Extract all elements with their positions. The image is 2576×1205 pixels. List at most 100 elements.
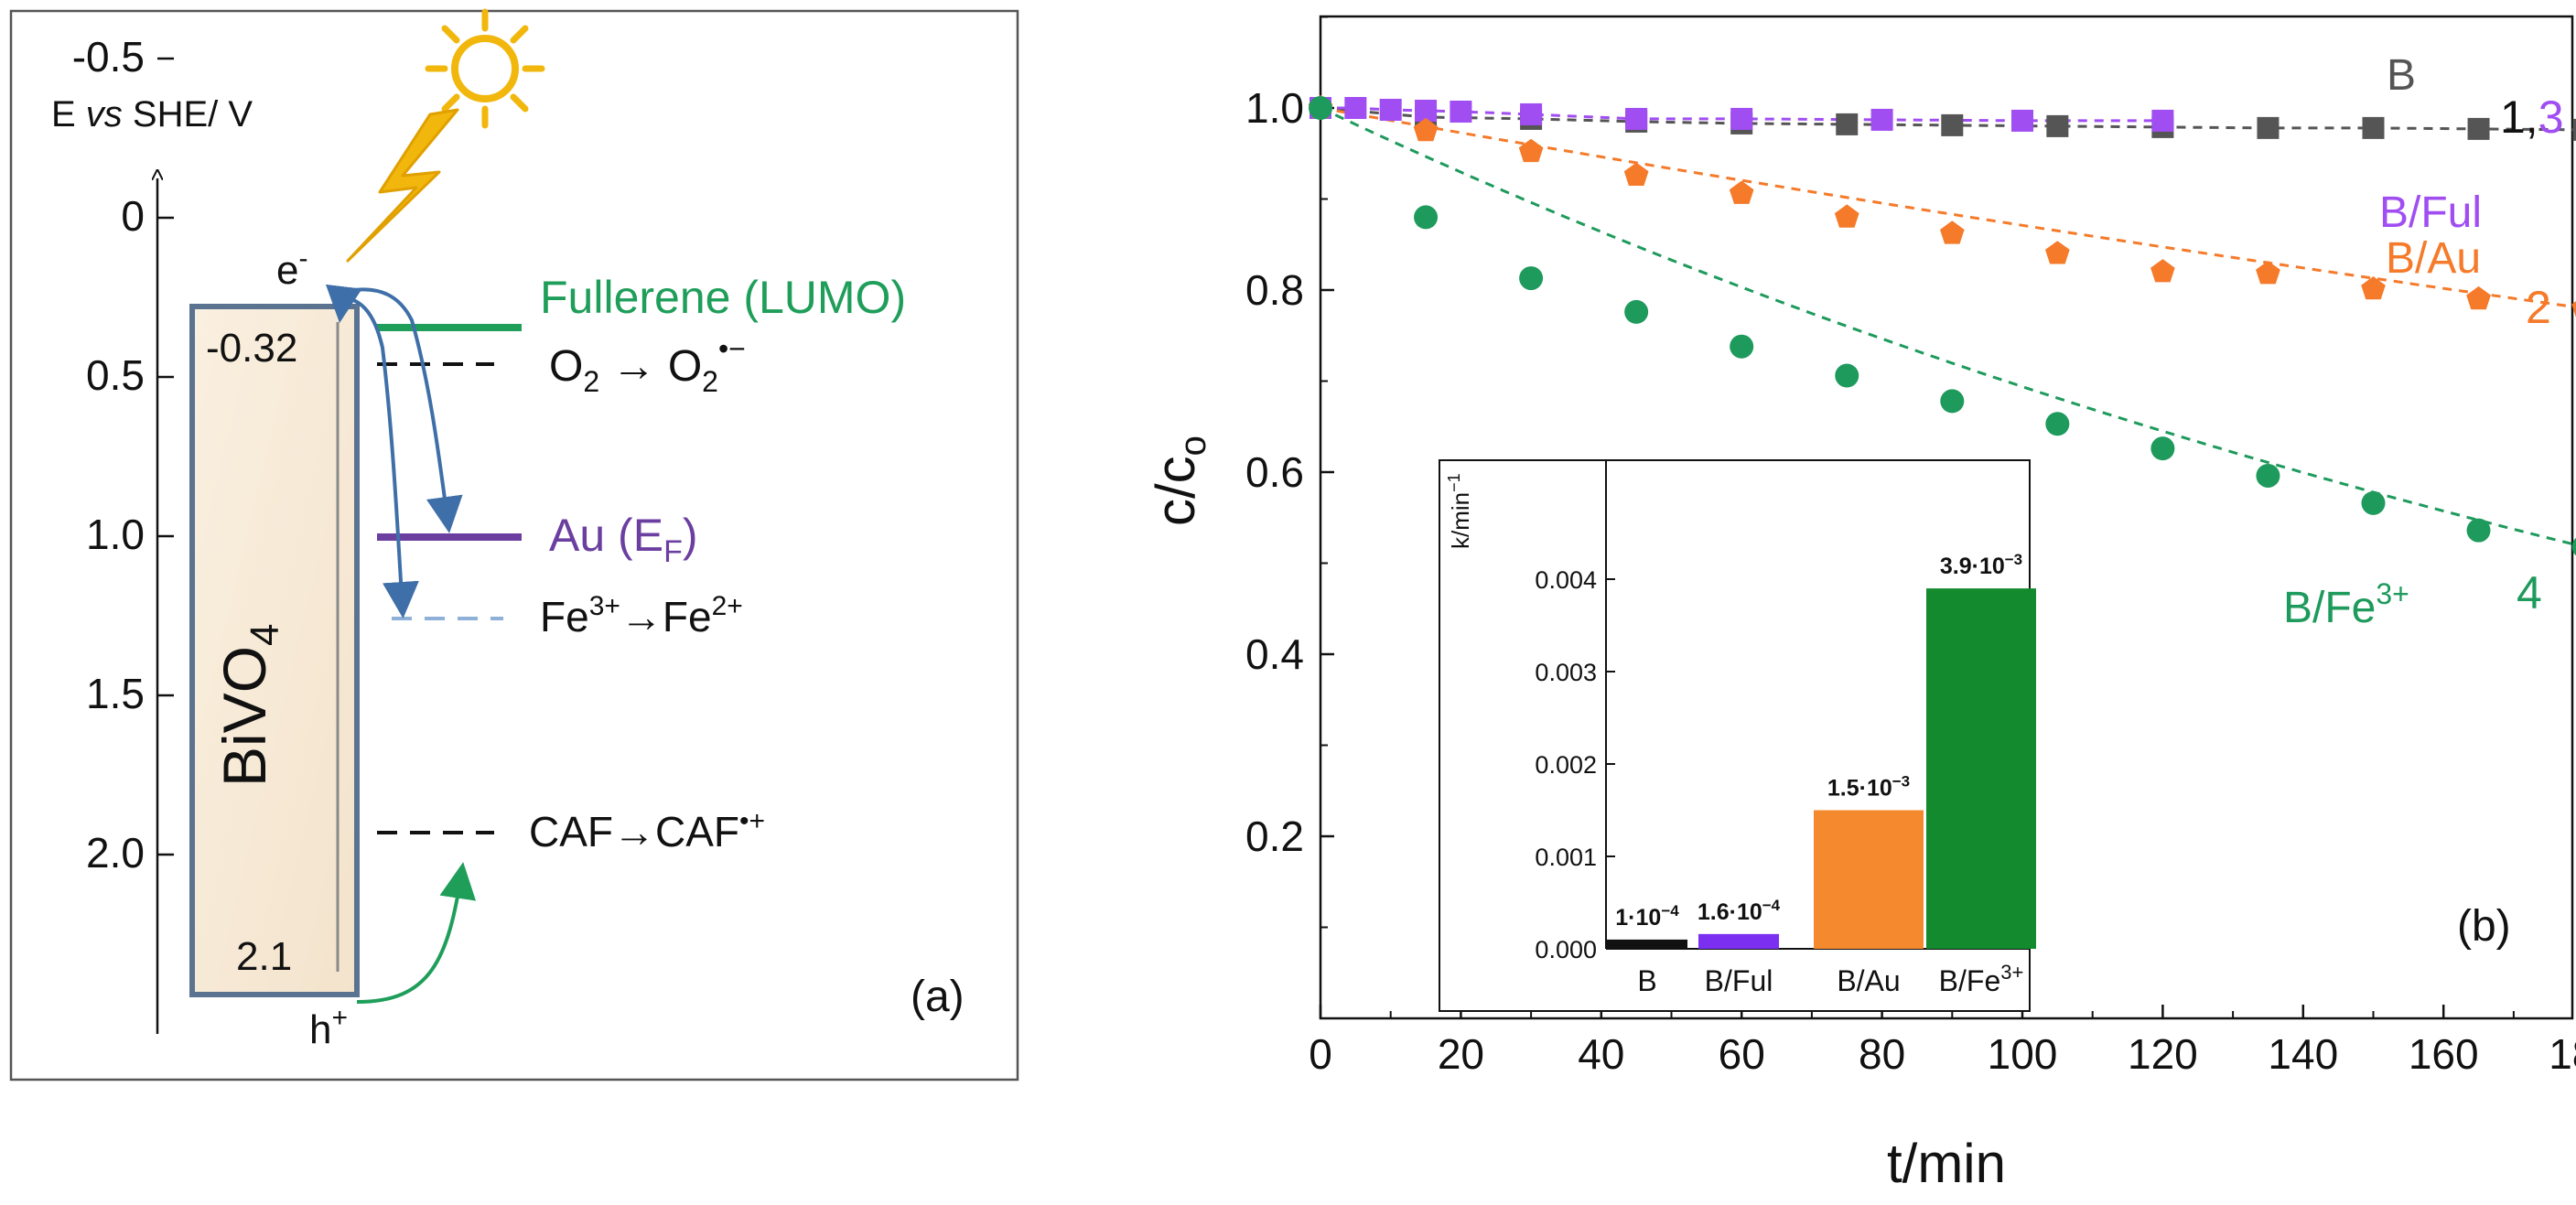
marker-b-ful [1344, 97, 1367, 119]
inset-y-axis: 0.000 0.001 0.002 0.003 0.004 [1535, 460, 2030, 963]
electron-to-cb-arrow [325, 284, 362, 323]
marker-b-fe3- [1624, 299, 1649, 324]
marker-b-ful [1730, 107, 1753, 130]
inset-category-label: B/Au [1837, 964, 1900, 997]
marker-b [2257, 116, 2280, 139]
marker-b-fe3- [2256, 463, 2280, 488]
marker-b-au [2361, 276, 2386, 300]
panel-a-label: (a) [911, 973, 965, 1021]
series-label-b: B [2387, 51, 2416, 100]
energy-axis-title: E vs SHE/ V [51, 94, 253, 134]
inset-bar-value-label: 1·10−4 [1615, 902, 1679, 931]
series-label-bful: B/Ful [2379, 188, 2482, 237]
lightning-icon [346, 108, 459, 263]
inset-y-tick-label: 0.000 [1535, 936, 1597, 963]
marker-b [2046, 114, 2069, 137]
marker-b-fe3- [2571, 537, 2576, 556]
marker-b-au [2256, 261, 2280, 285]
x-tick-label: 80 [1859, 1030, 1905, 1078]
energy-tick-label: 0.5 [86, 351, 145, 399]
au-label: Au (EF) [549, 510, 698, 569]
x-tick-label: 140 [2268, 1030, 2338, 1078]
energy-tick-label: -0.5 [72, 33, 145, 81]
series-label-bfe: B/Fe3+ [2283, 577, 2409, 632]
marker-b [2572, 118, 2576, 141]
electron-to-au-arrow [330, 287, 463, 533]
inset-y-axis-title: k/min−1 [1445, 473, 1474, 549]
marker-b-fe3- [2466, 518, 2491, 543]
fullerene-label: Fullerene (LUMO) [540, 272, 906, 323]
energy-ticks: -0.5 0 0.5 1.0 1.5 2.0 [72, 33, 174, 877]
inset-category-label: B/Ful [1705, 964, 1773, 997]
marker-b-ful [1625, 107, 1648, 130]
x-tick-label: 0 [1309, 1030, 1332, 1078]
fe-reaction-label: Fe3+→Fe2+ [540, 591, 743, 640]
y-tick-label: 0.2 [1245, 812, 1304, 860]
plot-frame [1319, 15, 2574, 1020]
x-tick-label: 100 [1988, 1030, 2058, 1078]
marker-b-au [1729, 180, 1754, 204]
bivo4-band-box [189, 304, 360, 997]
energy-tick-label: 0 [121, 192, 145, 240]
marker-b-fe3- [1309, 96, 1332, 120]
y-tick-label: 0.4 [1245, 630, 1304, 678]
y-axis-title: c/co [1145, 436, 1213, 526]
inset-bars: 1·10−4 1.6·10−4 1.5·10−3 3.9·10−3 [1607, 551, 2036, 949]
marker-b-au [1940, 221, 1965, 244]
panel-a-frame [9, 9, 1019, 1081]
inset-bar-value-label: 1.5·10−3 [1827, 773, 1910, 802]
marker-b-fe3- [1730, 334, 1754, 359]
marker-b-fe3- [2045, 412, 2070, 436]
marker-b-au [1413, 117, 1439, 142]
o2-reaction-label: O2 → O2•− [549, 332, 746, 398]
series-markers [1308, 95, 2576, 556]
electron-label: e- [276, 243, 307, 293]
x-axis-title: t/min [1887, 1133, 2006, 1194]
x-tick-label: 160 [2409, 1030, 2479, 1078]
marker-b-fe3- [2150, 436, 2175, 461]
x-tick-label: 20 [1438, 1030, 1484, 1078]
marker-b-au [2571, 301, 2576, 317]
marker-b-fe3- [1940, 389, 1965, 414]
marker-b-ful [1379, 98, 1402, 121]
hole-to-caf-arrow [356, 862, 477, 1004]
marker-b [2467, 117, 2490, 140]
marker-b [2362, 116, 2385, 139]
inset-category-label: B/Fe3+ [1939, 961, 2024, 997]
marker-b-au [2150, 259, 2175, 283]
inset-bar-value-label: 1.6·10−4 [1698, 897, 1781, 925]
caf-reaction-label: CAF→CAF•+ [529, 806, 765, 855]
inset-y-tick-label: 0.003 [1535, 659, 1597, 686]
marker-b-au [2045, 241, 2070, 264]
inset-bar-4 [1926, 588, 2036, 949]
inset-x-axis: B B/Ful B/Au B/Fe3+ [1637, 961, 2023, 997]
vb-value: 2.1 [236, 934, 292, 979]
y-axis: 0.2 0.4 0.6 0.8 1.0 [1245, 16, 1334, 929]
marker-b-ful [2151, 109, 2174, 132]
inset-bar-1 [1607, 939, 1687, 949]
inset-bar-value-label: 3.9·10−3 [1940, 551, 2022, 579]
sun-icon [425, 8, 545, 129]
inset-bar-2 [1698, 933, 1779, 949]
marker-b-fe3- [2361, 490, 2386, 515]
marker-b-au [1518, 138, 1544, 163]
y-tick-label: 0.8 [1245, 266, 1304, 314]
series-number-4: 4 [2517, 567, 2542, 619]
marker-b-fe3- [1414, 205, 1439, 230]
fit-line-b-ful [1320, 106, 2163, 123]
series-label-bau: B/Au [2386, 234, 2481, 283]
y-tick-label: 1.0 [1245, 84, 1304, 132]
marker-b-fe3- [1835, 363, 1859, 388]
inset-chart: 0.000 0.001 0.002 0.003 0.004 1·10−4 1.6·10−4… [1439, 459, 2036, 1012]
series-number-2: 2 [2526, 282, 2551, 333]
x-tick-label: 180 [2549, 1030, 2576, 1078]
inset-bar-3 [1814, 810, 1924, 949]
marker-b-ful [1520, 102, 1543, 125]
marker-b [1941, 113, 1964, 136]
marker-b-au [1623, 162, 1649, 186]
energy-tick-label: 2.0 [86, 829, 145, 877]
panel-b-label: (b) [2457, 902, 2511, 951]
energy-tick-label: 1.0 [86, 511, 145, 558]
energy-tick-label: 1.5 [86, 670, 145, 717]
